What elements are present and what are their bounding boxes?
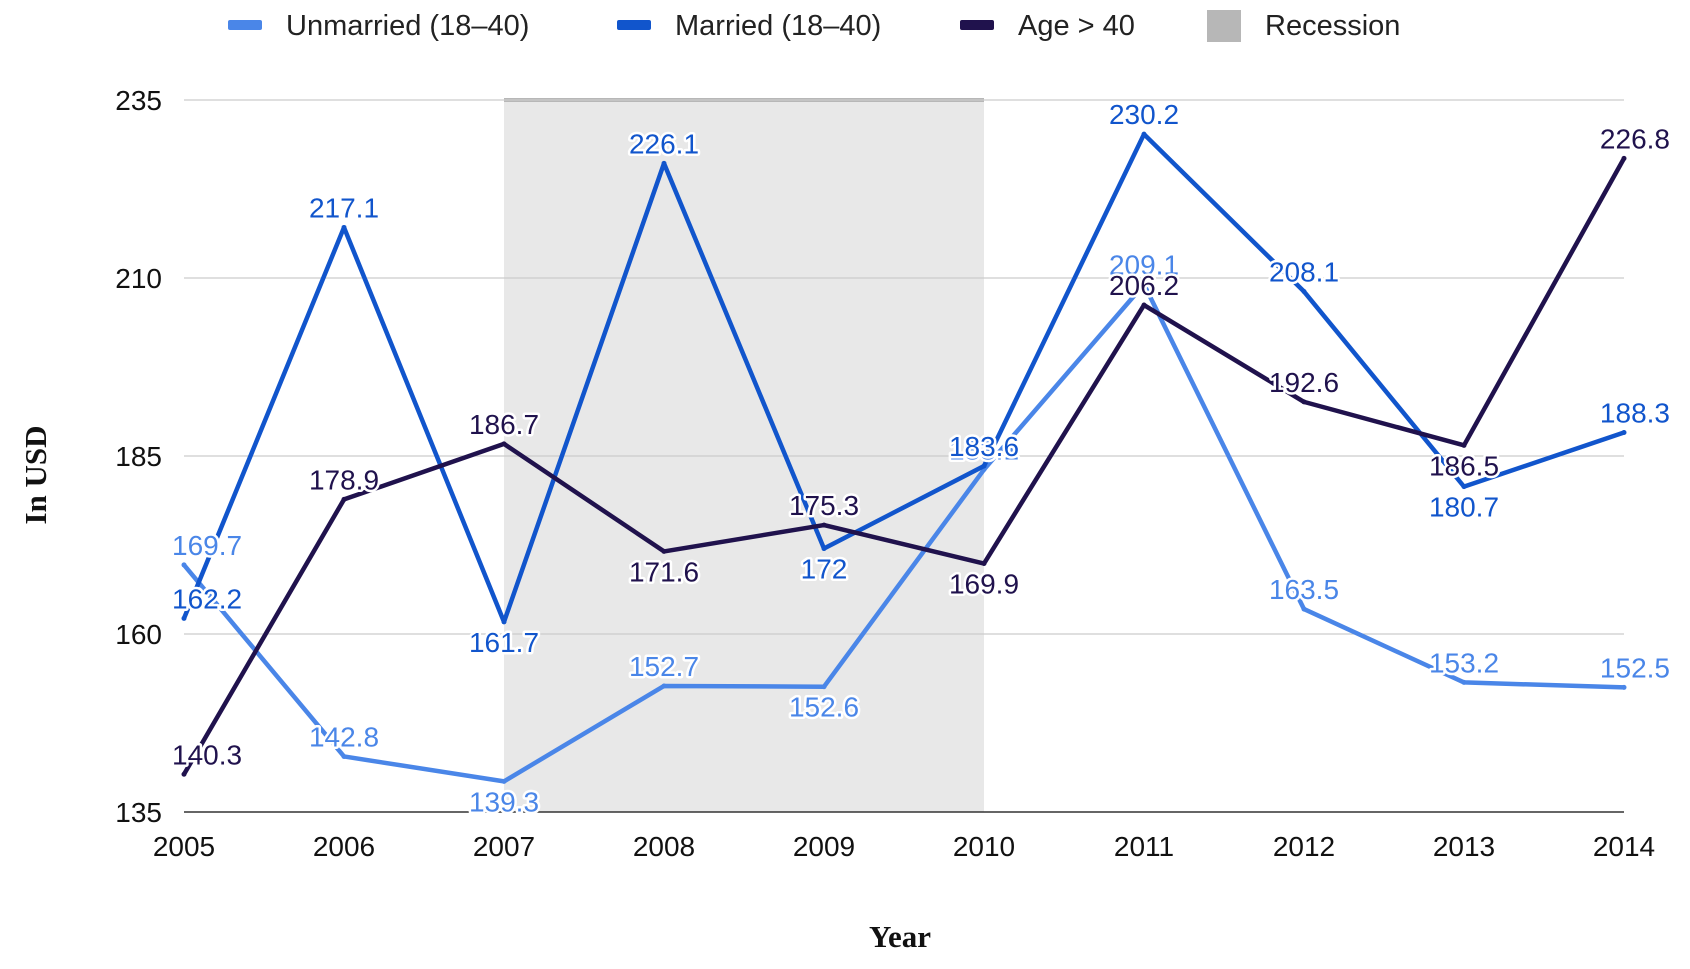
y-axis-title: In USD bbox=[18, 425, 53, 524]
data-label: 162.2 bbox=[172, 583, 242, 614]
data-label: 192.6 bbox=[1269, 367, 1339, 398]
data-label: 169.7 bbox=[172, 530, 242, 561]
legend: Unmarried (18–40) Married (18–40) Age > 40… bbox=[228, 10, 1400, 42]
data-label: 153.2 bbox=[1429, 647, 1499, 678]
data-label: 209.1 bbox=[1109, 249, 1179, 280]
data-point bbox=[1461, 442, 1467, 448]
series-lines bbox=[181, 131, 1627, 784]
legend-swatch bbox=[1207, 10, 1241, 42]
legend-label: Age > 40 bbox=[1018, 10, 1135, 42]
x-tick-label: 2005 bbox=[153, 831, 215, 862]
data-point bbox=[981, 561, 987, 567]
data-label: 208.1 bbox=[1269, 257, 1339, 288]
y-tick-label: 135 bbox=[115, 797, 162, 828]
data-point bbox=[501, 778, 507, 784]
x-tick-label: 2006 bbox=[313, 831, 375, 862]
data-point bbox=[341, 753, 347, 759]
data-point bbox=[501, 441, 507, 447]
legend-label: Unmarried (18–40) bbox=[286, 10, 529, 42]
data-point bbox=[661, 548, 667, 554]
data-label: 152.6 bbox=[789, 692, 859, 723]
legend-swatch bbox=[960, 20, 994, 30]
gridlines bbox=[184, 99, 1624, 813]
data-label: 139.3 bbox=[469, 786, 539, 817]
data-label: 180.7 bbox=[1429, 492, 1499, 523]
data-label: 178.9 bbox=[309, 464, 379, 495]
data-point bbox=[1141, 281, 1147, 287]
data-label: 140.3 bbox=[172, 739, 242, 770]
legend-swatch bbox=[228, 20, 262, 30]
data-point bbox=[1301, 399, 1307, 405]
data-label: 152.7 bbox=[629, 651, 699, 682]
data-point bbox=[1141, 131, 1147, 137]
data-point bbox=[1141, 302, 1147, 308]
series-line-2 bbox=[181, 156, 1627, 777]
data-label: 172 bbox=[801, 554, 848, 585]
data-label: 226.8 bbox=[1600, 123, 1670, 154]
data-point bbox=[181, 615, 187, 621]
data-label: 171.6 bbox=[629, 556, 699, 587]
data-label: 152.5 bbox=[1600, 652, 1670, 683]
data-label: 161.7 bbox=[469, 627, 539, 658]
data-label: 186.5 bbox=[1429, 450, 1499, 481]
data-point bbox=[181, 771, 187, 777]
data-point bbox=[1621, 155, 1627, 161]
data-label: 226.1 bbox=[629, 128, 699, 159]
data-label: 142.8 bbox=[309, 721, 379, 752]
data-point bbox=[501, 619, 507, 625]
y-tick-label: 210 bbox=[115, 263, 162, 294]
series-line-0 bbox=[181, 282, 1627, 784]
data-point bbox=[1621, 684, 1627, 690]
y-tick-label: 235 bbox=[115, 85, 162, 116]
x-tick-label: 2008 bbox=[633, 831, 695, 862]
data-point bbox=[821, 522, 827, 528]
data-point bbox=[341, 496, 347, 502]
data-label: 183.6 bbox=[949, 431, 1019, 462]
y-tick-label: 185 bbox=[115, 441, 162, 472]
data-labels: 169.7 142.8 139.3 152.7 152.6 183.1 209.1 163.5… bbox=[170, 97, 1673, 820]
legend-swatch bbox=[617, 20, 651, 30]
series-line-1 bbox=[181, 131, 1627, 625]
data-label: 186.7 bbox=[469, 409, 539, 440]
x-axis-title: Year bbox=[869, 919, 931, 954]
x-tick-label: 2012 bbox=[1273, 831, 1335, 862]
data-label: 163.5 bbox=[1269, 574, 1339, 605]
x-tick-label: 2011 bbox=[1114, 831, 1174, 862]
data-label: 188.3 bbox=[1600, 398, 1670, 429]
data-label: 217.1 bbox=[309, 192, 379, 223]
data-label: 183.1 bbox=[949, 435, 1019, 466]
data-label: 169.9 bbox=[949, 569, 1019, 600]
data-point bbox=[1301, 606, 1307, 612]
data-point bbox=[341, 224, 347, 230]
x-tick-label: 2007 bbox=[473, 831, 535, 862]
x-tick-label: 2014 bbox=[1593, 831, 1655, 862]
legend-label: Married (18–40) bbox=[675, 10, 881, 42]
data-point bbox=[821, 546, 827, 552]
legend-label: Recession bbox=[1265, 10, 1400, 42]
data-point bbox=[1461, 679, 1467, 685]
data-point bbox=[661, 683, 667, 689]
data-point bbox=[661, 160, 667, 166]
data-point bbox=[1301, 289, 1307, 295]
x-tick-label: 2009 bbox=[793, 831, 855, 862]
y-tick-label: 160 bbox=[115, 619, 162, 650]
axis-ticks: 135 160 185 210 235 2005 2006 2007 2008 2009 2010 2… bbox=[115, 85, 1655, 862]
data-point bbox=[181, 562, 187, 568]
data-point bbox=[981, 463, 987, 469]
x-tick-label: 2013 bbox=[1433, 831, 1495, 862]
x-tick-label: 2010 bbox=[953, 831, 1015, 862]
data-point bbox=[1621, 430, 1627, 436]
data-label: 175.3 bbox=[789, 490, 859, 521]
data-point bbox=[1461, 484, 1467, 490]
data-label: 206.2 bbox=[1109, 270, 1179, 301]
data-point bbox=[821, 684, 827, 690]
data-label: 230.2 bbox=[1109, 99, 1179, 130]
